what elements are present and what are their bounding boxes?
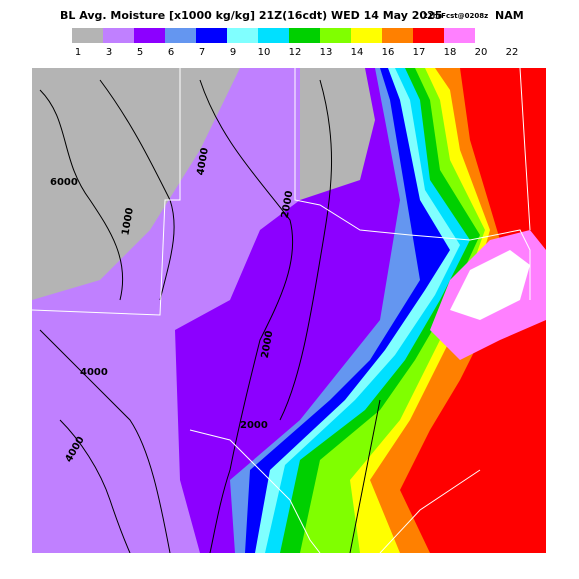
contour: [59, 419, 131, 553]
colorbar-swatch: [351, 28, 382, 43]
colorbar-label: 6: [168, 47, 174, 58]
forecast-label: 21hrFcst@0208z: [423, 12, 488, 20]
colorbar-swatch: [227, 28, 258, 43]
colorbar-label: 14: [351, 47, 364, 58]
map-field: 6000 4000 1000 2000 2000 4000 2000 4000: [32, 68, 546, 553]
colorbar-label: 7: [199, 47, 205, 58]
state-border: [32, 68, 181, 316]
colorbar-label: 13: [320, 47, 333, 58]
colorbar-swatch: [258, 28, 289, 43]
colorbar-label: 3: [106, 47, 112, 58]
contour-label: 1000: [120, 207, 136, 236]
contour: [279, 79, 333, 421]
state-border: [294, 68, 531, 300]
colorbar-swatch: [72, 28, 103, 43]
colorbar-swatch: [134, 28, 165, 43]
colorbar-label: 17: [413, 47, 426, 58]
colorbar-label: 12: [289, 47, 302, 58]
field-region: [450, 250, 530, 320]
colorbar-label: 16: [382, 47, 395, 58]
model-label: NAM: [495, 9, 524, 22]
state-border: [519, 68, 531, 231]
colorbar-label: 22: [506, 47, 519, 58]
colorbar-label: 5: [137, 47, 143, 58]
colorbar: 1 3 5 6 7 9 10 12 13 14 16 17 18 20 22: [72, 28, 518, 58]
colorbar-swatch: [413, 28, 444, 43]
colorbar-swatch: [444, 28, 475, 43]
field-region: [400, 68, 546, 553]
contour-label: 2000: [240, 420, 268, 431]
contour-label: 4000: [80, 367, 108, 378]
contour: [349, 399, 381, 553]
colorbar-swatch: [382, 28, 413, 43]
contour-label: 2000: [280, 190, 296, 219]
colorbar-swatch: [320, 28, 351, 43]
field-region: [300, 68, 380, 200]
contour-label: 6000: [50, 177, 78, 188]
contour: [199, 79, 294, 553]
colorbar-swatch: [196, 28, 227, 43]
colorbar-swatch: [165, 28, 196, 43]
contour: [39, 329, 171, 553]
colorbar-swatch: [289, 28, 320, 43]
contour-label: 4000: [195, 147, 211, 176]
colorbar-swatch: [103, 28, 134, 43]
colorbar-label: 9: [230, 47, 236, 58]
state-border: [189, 429, 321, 553]
contour: [39, 89, 124, 301]
map-title: BL Avg. Moisture [x1000 kg/kg] 21Z(16cdt…: [60, 9, 442, 22]
colorbar-label: 10: [258, 47, 271, 58]
colorbar-label: 18: [444, 47, 457, 58]
contour-label: 2000: [260, 330, 276, 359]
coastline: [379, 469, 481, 553]
colorbar-label: 20: [475, 47, 488, 58]
colorbar-label: 1: [75, 47, 81, 58]
